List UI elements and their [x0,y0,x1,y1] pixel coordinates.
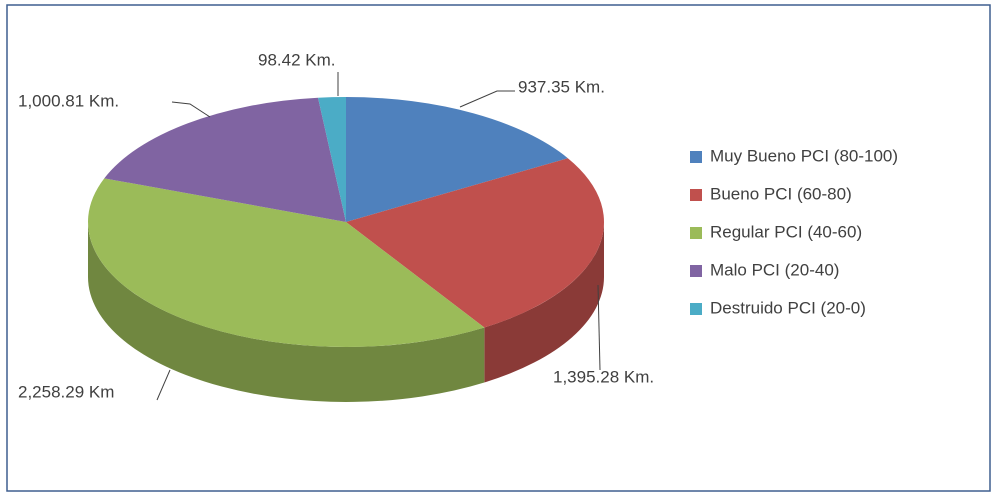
legend-swatch [690,265,702,277]
legend: Muy Bueno PCI (80-100) Bueno PCI (60-80) R… [690,146,898,317]
pie-slice [346,158,604,328]
pie-tops [87,97,604,347]
data-label: 937.35 Km. [518,77,605,96]
legend-label: Malo PCI (20-40) [710,260,839,279]
pie-sides [88,222,604,403]
leader-line [597,284,601,371]
legend-swatch [690,303,702,315]
data-label: 98.42 Km. [258,50,336,69]
pie-side [484,222,604,383]
pie-slice [104,97,346,222]
legend-label: Muy Bueno PCI (80-100) [710,146,898,165]
legend-label: Destruido PCI (20-0) [710,298,866,317]
data-label: 2,258.29 Km [18,382,114,401]
legend-label: Regular PCI (40-60) [710,222,862,241]
leader-line [171,101,211,118]
pie-slice [318,97,346,222]
pie-side [88,222,485,403]
legend-swatch [690,189,702,201]
data-label: 1,000.81 Km. [18,91,119,110]
data-labels: 937.35 Km. 1,395.28 Km. 2,258.29 Km 1,000.8… [18,50,654,401]
legend-swatch [690,227,702,239]
pie-slice [346,97,568,222]
legend-label: Bueno PCI (60-80) [710,184,852,203]
leader-line [156,369,171,401]
pie-slice [87,178,485,347]
data-label: 1,395.28 Km. [553,367,654,386]
leader-line [459,90,515,108]
legend-swatch [690,151,702,163]
